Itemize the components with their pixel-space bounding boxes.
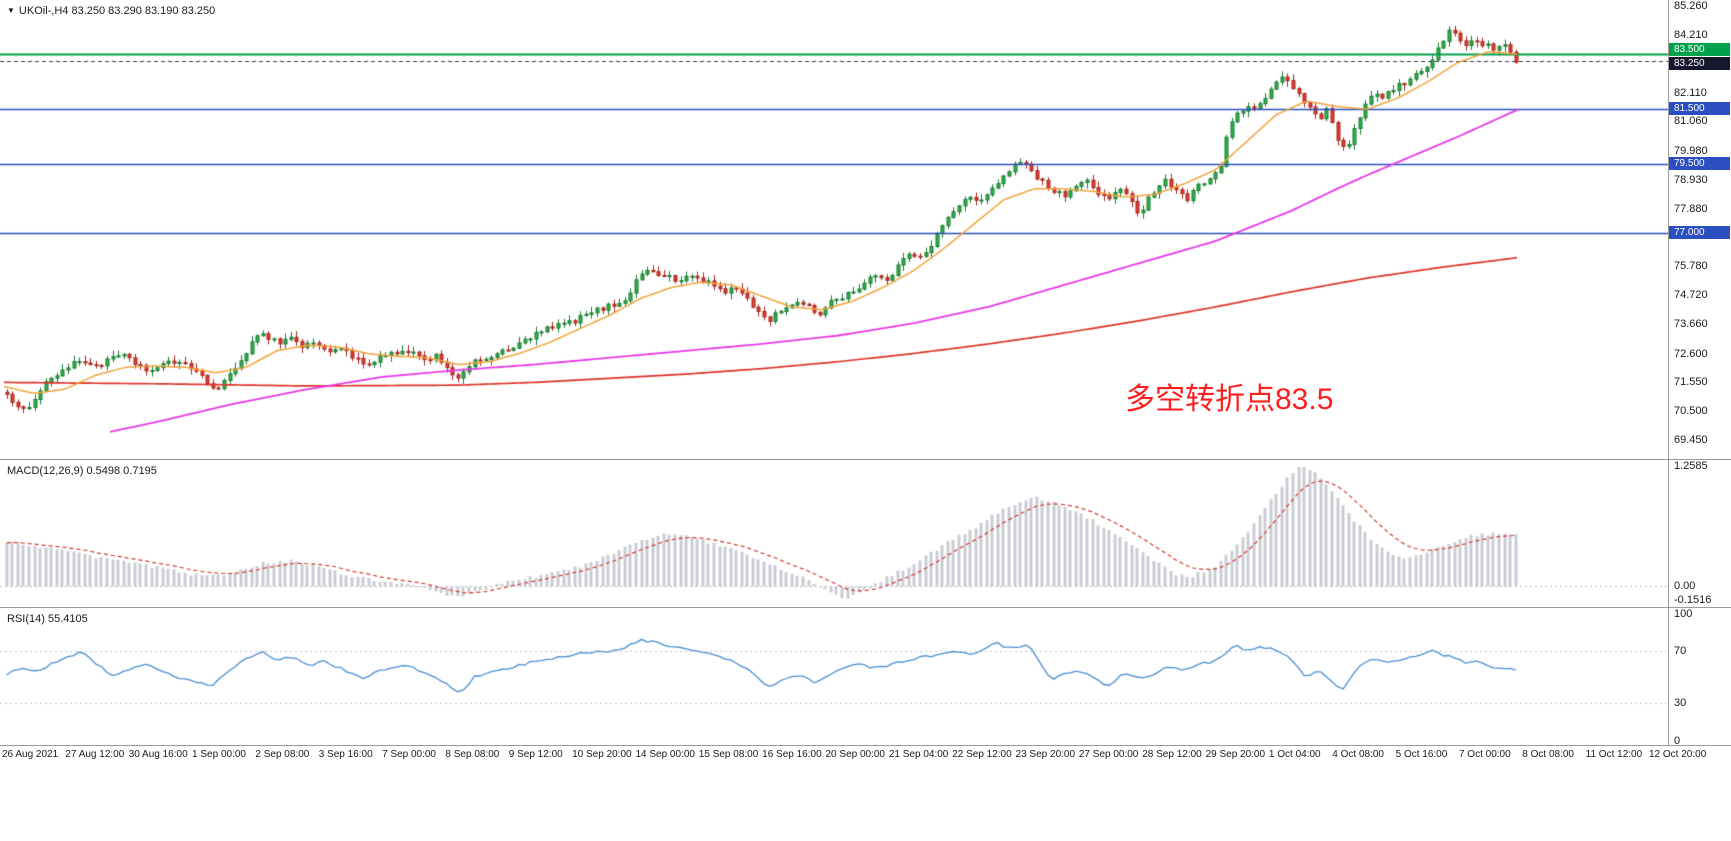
date-tick-label: 29 Sep 20:00 bbox=[1205, 749, 1266, 760]
date-tick-label: 10 Sep 20:00 bbox=[572, 749, 632, 760]
price-tick-label: 69.450 bbox=[1674, 434, 1708, 447]
macd-canvas[interactable] bbox=[0, 460, 1668, 607]
price-tick-label: 71.550 bbox=[1674, 376, 1708, 389]
date-tick-label: 11 Oct 12:00 bbox=[1585, 749, 1643, 760]
price-tick-label: 74.720 bbox=[1674, 289, 1708, 302]
macd-tick-label: -0.1516 bbox=[1674, 594, 1712, 607]
price-tick-label: 79.980 bbox=[1674, 144, 1708, 157]
macd-tick-label: 1.2585 bbox=[1674, 460, 1708, 472]
date-tick-label: 7 Sep 00:00 bbox=[382, 749, 436, 760]
rsi-tick-label: 100 bbox=[1674, 608, 1693, 620]
date-tick-label: 7 Oct 00:00 bbox=[1458, 749, 1511, 760]
macd-pane: MACD(12,26,9) 0.5498 0.7195 1.2585 0.00 -0… bbox=[0, 460, 1731, 608]
price-badge-79.500: 79.500 bbox=[1669, 157, 1730, 171]
rsi-pane: RSI(14) 55.4105 100 70 30 0 bbox=[0, 608, 1731, 747]
price-tick-label: 75.780 bbox=[1674, 260, 1708, 273]
date-tick-label: 23 Sep 20:00 bbox=[1015, 749, 1076, 760]
macd-axis[interactable]: 1.2585 0.00 -0.1516 bbox=[1668, 460, 1731, 607]
date-tick-label: 30 Aug 16:00 bbox=[128, 749, 188, 760]
date-tick-label: 4 Oct 08:00 bbox=[1332, 749, 1384, 760]
price-badge-83.250: 83.250 bbox=[1669, 57, 1730, 71]
price-tick-label: 85.260 bbox=[1674, 0, 1708, 13]
price-badge-83.500: 83.500 bbox=[1669, 43, 1730, 57]
date-tick-label: 2 Sep 08:00 bbox=[255, 749, 310, 760]
time-axis[interactable]: 26 Aug 2021 27 Aug 12:00 30 Aug 16:00 1 Sep… bbox=[0, 746, 1731, 764]
date-tick-label: 1 Oct 04:00 bbox=[1268, 749, 1321, 760]
macd-tick-label: 0.00 bbox=[1674, 579, 1696, 592]
date-tick-label: 1 Sep 00:00 bbox=[192, 749, 246, 760]
price-badge-81.500: 81.500 bbox=[1669, 102, 1730, 116]
symbol-ohlc-readout: UKOil-,H4 83.250 83.290 83.190 83.250 bbox=[18, 5, 216, 17]
date-tick-label: 8 Sep 08:00 bbox=[445, 749, 500, 760]
date-tick-label: 5 Oct 16:00 bbox=[1395, 749, 1448, 760]
rsi-tick-label: 0 bbox=[1674, 735, 1681, 747]
rsi-axis[interactable]: 100 70 30 0 bbox=[1668, 608, 1731, 747]
date-tick-label: 27 Sep 00:00 bbox=[1078, 749, 1139, 760]
date-tick-label: 20 Sep 00:00 bbox=[825, 749, 886, 760]
macd-label: MACD(12,26,9) 0.5498 0.7195 bbox=[7, 465, 157, 477]
price-tick-label: 73.660 bbox=[1674, 318, 1708, 331]
date-tick-label: 9 Sep 12:00 bbox=[508, 749, 563, 760]
price-chart-canvas[interactable] bbox=[0, 0, 1668, 459]
annotation-text[interactable]: 多空转折点83.5 bbox=[1125, 383, 1334, 416]
price-tick-label: 70.500 bbox=[1674, 405, 1708, 418]
price-tick-label: 82.110 bbox=[1674, 86, 1707, 99]
rsi-tick-label: 70 bbox=[1674, 645, 1687, 658]
price-badge-77.000: 77.000 bbox=[1669, 225, 1730, 239]
price-tick-label: 84.210 bbox=[1674, 28, 1708, 41]
price-tick-label: 77.880 bbox=[1674, 202, 1708, 215]
date-tick-label: 16 Sep 16:00 bbox=[762, 749, 822, 760]
date-tick-label: 3 Sep 16:00 bbox=[318, 749, 373, 760]
symbol-header: ▼ UKOil-,H4 83.250 83.290 83.190 83.250 bbox=[7, 5, 215, 17]
price-tick-label: 72.600 bbox=[1674, 347, 1708, 360]
date-tick-label: 12 Oct 20:00 bbox=[1649, 749, 1707, 760]
date-tick-label: 21 Sep 04:00 bbox=[888, 749, 949, 760]
date-tick-label: 15 Sep 08:00 bbox=[698, 749, 759, 760]
date-tick-label: 27 Aug 12:00 bbox=[65, 749, 125, 760]
price-tick-label: 78.930 bbox=[1674, 173, 1708, 186]
chart-menu-arrow-icon[interactable]: ▼ bbox=[7, 6, 15, 15]
rsi-tick-label: 30 bbox=[1674, 696, 1687, 709]
price-chart-pane: ▼ UKOil-,H4 83.250 83.290 83.190 83.250 多… bbox=[0, 0, 1731, 460]
date-tick-label: 22 Sep 12:00 bbox=[952, 749, 1012, 760]
bottom-margin bbox=[0, 764, 1731, 841]
price-tick-label: 81.060 bbox=[1674, 115, 1708, 128]
date-tick-label: 8 Oct 08:00 bbox=[1522, 749, 1574, 760]
price-axis[interactable]: 85.260 84.210 82.110 81.060 79.980 78.930 77.8… bbox=[1668, 0, 1731, 459]
date-tick-label: 26 Aug 2021 bbox=[2, 749, 59, 760]
date-tick-label: 28 Sep 12:00 bbox=[1142, 749, 1202, 760]
date-tick-label: 14 Sep 00:00 bbox=[635, 749, 695, 760]
rsi-label: RSI(14) 55.4105 bbox=[7, 613, 88, 625]
rsi-canvas[interactable] bbox=[0, 608, 1668, 745]
